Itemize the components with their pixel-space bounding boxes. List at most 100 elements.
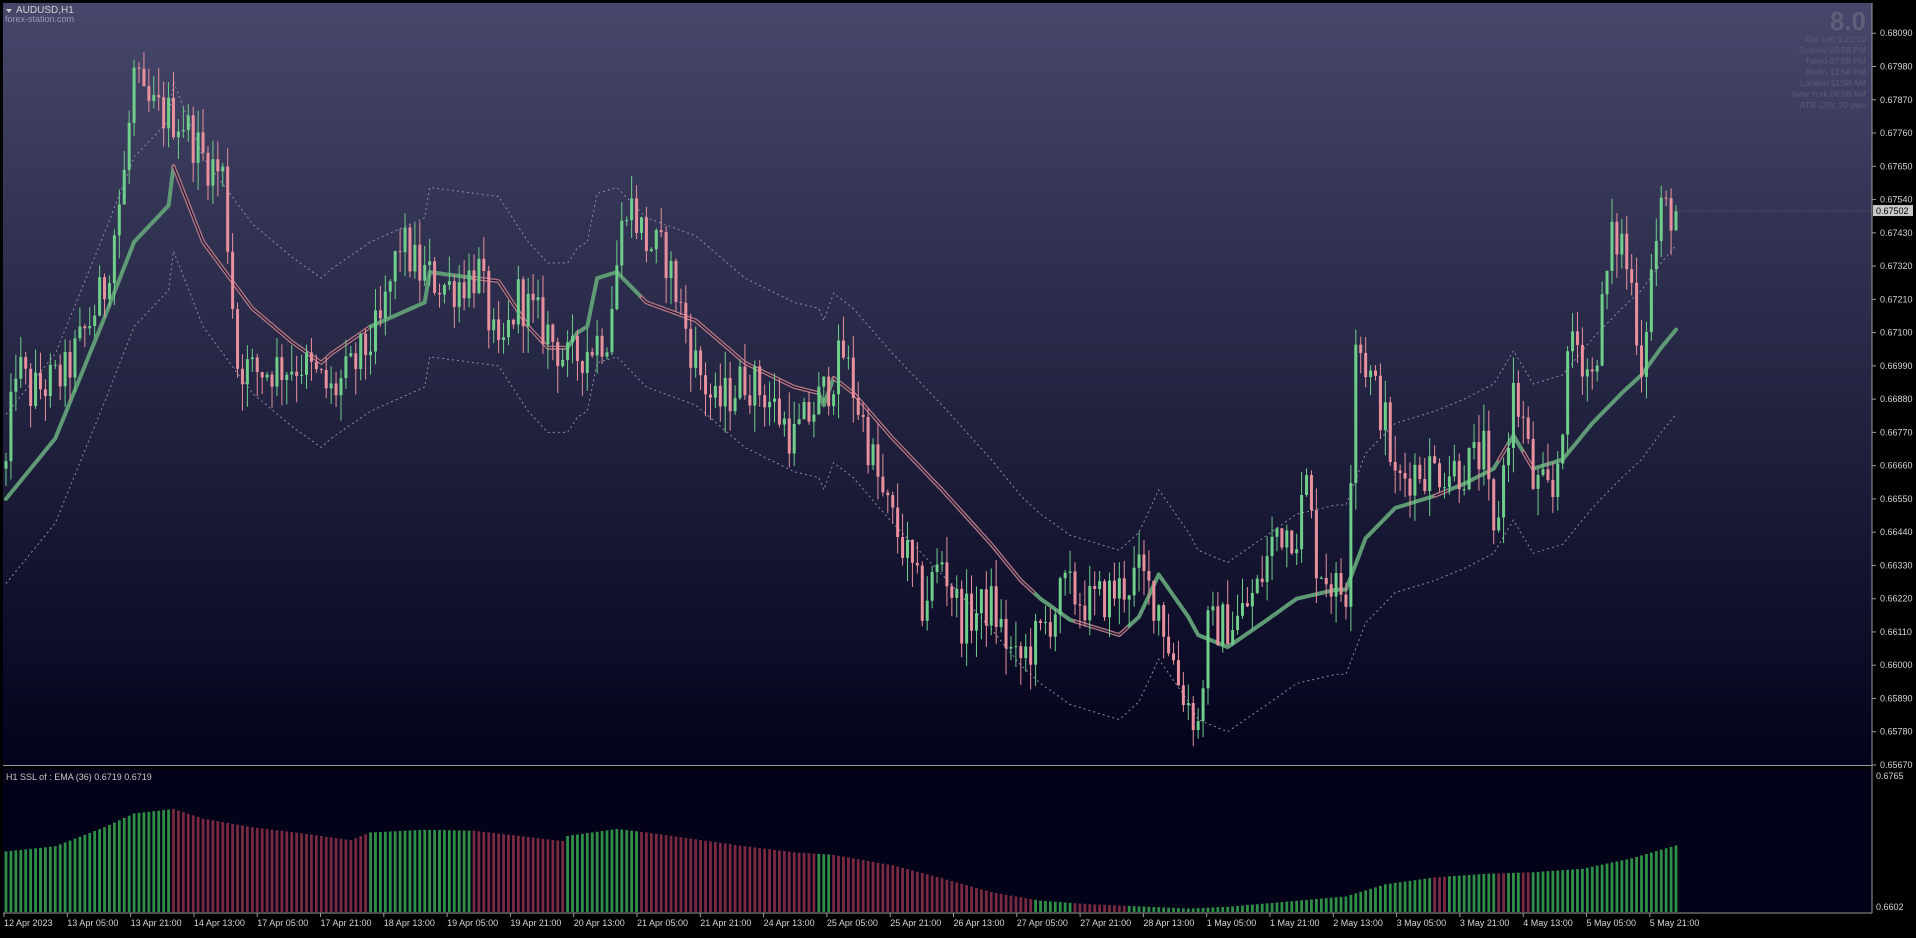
bear-candle [1531, 438, 1535, 489]
bull-candle [837, 340, 841, 395]
histogram-bar [723, 843, 727, 912]
bull-candle [300, 374, 304, 376]
histogram-bar [186, 813, 190, 912]
histogram-bar [1127, 905, 1131, 912]
histogram-bar [728, 844, 732, 912]
histogram-bar [1605, 863, 1609, 912]
histogram-bar [1566, 869, 1570, 912]
bull-candle [1137, 554, 1141, 568]
bull-candle [1334, 573, 1338, 597]
histogram-bar [112, 822, 116, 912]
bear-candle [191, 115, 195, 163]
bull-candle [1014, 646, 1018, 648]
bear-candle [270, 374, 274, 387]
bull-candle [127, 122, 131, 170]
histogram-bar [1354, 893, 1358, 912]
histogram-bar [1413, 880, 1417, 912]
histogram-bar [851, 858, 855, 912]
ssl-line-core [1434, 489, 1450, 497]
bear-candle [452, 281, 456, 307]
bull-candle [561, 359, 565, 367]
bull-candle [196, 132, 200, 163]
dropdown-triangle-icon[interactable] [6, 9, 12, 13]
bull-candle [9, 391, 13, 462]
bear-candle [970, 593, 974, 631]
bear-candle [960, 588, 964, 644]
bull-candle [733, 398, 737, 412]
bull-candle [615, 265, 619, 310]
bear-candle [886, 492, 890, 496]
price-tick-label: 0.68090 [1880, 28, 1913, 38]
bull-candle [1482, 430, 1486, 470]
bear-candle [1167, 636, 1171, 654]
histogram-bar [654, 833, 658, 912]
histogram-bar [181, 812, 185, 912]
bull-candle [753, 366, 757, 406]
time-tick-label: 1 May 21:00 [1270, 918, 1320, 928]
histogram-bar [1359, 891, 1363, 912]
histogram-bar [1073, 903, 1077, 912]
ssl-line-core [1522, 451, 1534, 470]
bull-candle [388, 281, 392, 292]
price-tick-label: 0.66880 [1880, 394, 1913, 404]
histogram-bar [19, 849, 23, 912]
price-tick-label: 0.65670 [1880, 760, 1913, 770]
histogram-bar [1117, 905, 1121, 912]
histogram-bar [285, 831, 289, 912]
histogram-bar [1329, 897, 1333, 912]
bear-candle [531, 293, 535, 301]
histogram-bar [334, 838, 338, 912]
histogram-bar [53, 846, 57, 912]
indicator-axis-min: 0.6602 [1876, 902, 1904, 912]
histogram-bar [1236, 905, 1239, 912]
bull-candle [536, 297, 540, 301]
bull-candle [1571, 331, 1575, 352]
histogram-bar [704, 840, 707, 912]
bull-candle [782, 418, 786, 425]
histogram-bar [1177, 908, 1180, 912]
histogram-bar [536, 838, 540, 912]
histogram-bar [1674, 845, 1678, 912]
bull-candle [290, 371, 294, 375]
histogram-bar [817, 853, 821, 912]
histogram-bar [1231, 906, 1235, 912]
price-tick-label: 0.66000 [1880, 660, 1913, 670]
histogram-bar [1536, 871, 1540, 912]
price-tick-label: 0.66990 [1880, 361, 1913, 371]
candles[interactable] [4, 52, 1873, 747]
histogram-bar [1551, 870, 1555, 912]
time-tick-label: 1 May 05:00 [1207, 918, 1257, 928]
bull-candle [925, 600, 929, 621]
histogram-bar [1339, 896, 1343, 912]
histogram-bar [1068, 902, 1072, 912]
bull-candle [250, 357, 254, 360]
histogram-bar [930, 875, 934, 912]
price-tick-label: 0.67980 [1880, 62, 1913, 72]
histogram-bar [979, 889, 983, 912]
histogram-bar [1462, 875, 1466, 912]
price-tick-label: 0.67320 [1880, 261, 1913, 271]
histogram-bar [1595, 865, 1599, 912]
bull-candle [1349, 483, 1353, 607]
bull-candle [1211, 606, 1215, 611]
time-tick-label: 2 May 13:00 [1333, 918, 1383, 928]
bear-candle [1324, 577, 1328, 585]
bull-candle [93, 315, 97, 327]
bear-candle [231, 251, 235, 310]
bull-candle [349, 353, 353, 357]
bull-candle [373, 310, 377, 352]
histogram-bar [925, 874, 929, 912]
histogram-bar [935, 876, 939, 912]
bull-candle [871, 444, 875, 466]
bear-candle [728, 377, 732, 412]
histogram-bar [664, 835, 668, 912]
histogram-bar [812, 853, 816, 912]
histogram-bar [1191, 908, 1195, 912]
bull-candle [630, 198, 634, 221]
bear-candle [206, 152, 210, 186]
bull-candle [846, 357, 850, 359]
bull-candle [1117, 578, 1121, 599]
bear-candle [462, 282, 466, 299]
